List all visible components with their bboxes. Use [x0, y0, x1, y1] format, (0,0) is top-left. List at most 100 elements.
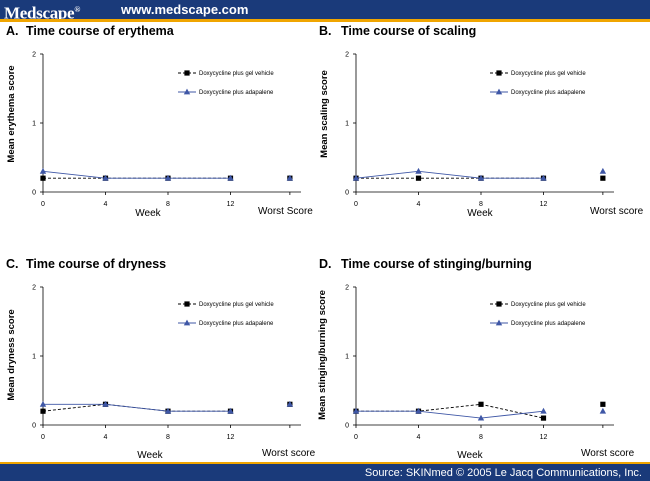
- legend-label: Doxycycline plus gel vehicle: [511, 302, 586, 308]
- x-axis-label: Week: [135, 208, 161, 219]
- data-point-vehicle: [40, 175, 46, 181]
- legend-label: Doxycycline plus gel vehicle: [199, 71, 274, 77]
- medscape-logo[interactable]: Medscape®: [4, 3, 80, 23]
- data-point-vehicle: [540, 415, 547, 421]
- worst-score-label: Worst score: [590, 206, 644, 217]
- footer-bar: Source: SKINmed © 2005 Le Jacq Communica…: [0, 462, 650, 481]
- worst-score-label: Worst score: [262, 448, 316, 459]
- data-point-adapalene: [102, 400, 109, 407]
- y-tick-label: 1: [345, 121, 349, 128]
- series-line-adapalene: [42, 170, 231, 179]
- legend-marker: [184, 70, 190, 76]
- data-point-adapalene: [227, 174, 234, 181]
- data-point-adapalene: [39, 167, 47, 174]
- legend-marker: [184, 301, 190, 307]
- data-point-adapalene: [227, 407, 234, 414]
- x-tick-label: 0: [354, 434, 358, 441]
- data-point-adapalene: [540, 407, 547, 414]
- y-tick-label: 2: [32, 52, 36, 59]
- legend-label: Doxycycline plus gel vehicle: [511, 71, 586, 77]
- x-tick-label: 0: [41, 434, 45, 441]
- x-tick-label: 12: [540, 434, 548, 441]
- y-tick-label: 1: [32, 121, 36, 128]
- legend-label: Doxycycline plus adapalene: [511, 321, 586, 327]
- legend-marker: [183, 319, 191, 326]
- panel-title: Time course of erythema: [26, 24, 175, 38]
- data-point-adapalene: [477, 414, 485, 421]
- y-tick-label: 1: [32, 354, 36, 361]
- worst-score-point-adapalene: [599, 407, 607, 414]
- worst-score-label: Worst score: [581, 448, 635, 459]
- x-tick-label: 0: [41, 201, 45, 208]
- data-point-adapalene: [352, 407, 360, 414]
- legend-marker: [496, 301, 502, 307]
- panel-title: Time course of dryness: [26, 257, 166, 271]
- data-point-adapalene: [477, 174, 485, 181]
- source-credit: Source: SKINmed © 2005 Le Jacq Communica…: [364, 467, 642, 479]
- legend-label: Doxycycline plus adapalene: [199, 90, 274, 96]
- worst-score-point-vehicle: [600, 175, 606, 181]
- panel-label: A.: [6, 24, 19, 38]
- series-line-adapalene: [355, 170, 544, 179]
- legend-marker: [183, 88, 191, 95]
- x-tick-label: 4: [417, 201, 421, 208]
- data-point-adapalene: [540, 174, 547, 181]
- y-tick-label: 2: [345, 285, 349, 292]
- data-point-adapalene: [164, 174, 172, 181]
- legend-label: Doxycycline plus gel vehicle: [199, 302, 274, 308]
- data-point-adapalene: [415, 167, 422, 174]
- data-point-adapalene: [39, 400, 47, 407]
- y-axis-label: Mean dryness score: [6, 309, 17, 400]
- worst-score-label: Worst Score: [258, 206, 313, 217]
- y-tick-label: 0: [32, 423, 36, 430]
- legend-marker: [495, 319, 503, 326]
- x-tick-label: 4: [104, 201, 108, 208]
- data-point-vehicle: [415, 175, 422, 181]
- y-tick-label: 2: [345, 52, 349, 59]
- y-axis-label: Mean scaling score: [319, 70, 330, 158]
- y-tick-label: 0: [345, 190, 349, 197]
- panel-label: D.: [319, 257, 332, 271]
- x-tick-label: 12: [540, 201, 548, 208]
- worst-score-point-adapalene: [599, 167, 607, 174]
- y-tick-label: 0: [32, 190, 36, 197]
- header-bar: Medscape® www.medscape.com: [0, 0, 650, 23]
- worst-score-point-adapalene: [286, 174, 294, 181]
- worst-score-point-adapalene: [286, 400, 294, 407]
- data-point-vehicle: [478, 401, 484, 407]
- series-line-adapalene: [43, 403, 231, 412]
- legend-marker: [496, 70, 502, 76]
- x-tick-label: 4: [417, 434, 421, 441]
- panel-title: Time course of stinging/burning: [341, 257, 532, 271]
- data-point-adapalene: [352, 174, 360, 181]
- legend-label: Doxycycline plus adapalene: [511, 90, 586, 96]
- y-tick-label: 0: [345, 423, 349, 430]
- worst-score-point-vehicle: [600, 401, 606, 407]
- legend-marker: [495, 88, 503, 95]
- x-tick-label: 8: [166, 201, 170, 208]
- x-tick-label: 12: [227, 434, 235, 441]
- x-axis-label: Week: [467, 208, 493, 219]
- data-point-vehicle: [40, 408, 46, 414]
- x-axis-label: Week: [457, 450, 483, 461]
- x-axis-label: Week: [137, 450, 163, 461]
- legend-label: Doxycycline plus adapalene: [199, 321, 274, 327]
- x-tick-label: 8: [479, 434, 483, 441]
- panel-label: B.: [319, 24, 332, 38]
- y-tick-label: 2: [32, 285, 36, 292]
- panel-label: C.: [6, 257, 19, 271]
- x-tick-label: 8: [166, 434, 170, 441]
- y-tick-label: 1: [345, 354, 349, 361]
- x-tick-label: 4: [104, 434, 108, 441]
- panel-title: Time course of scaling: [341, 24, 476, 38]
- x-tick-label: 12: [227, 201, 235, 208]
- series-line-adapalene: [356, 410, 544, 419]
- x-tick-label: 0: [354, 201, 358, 208]
- site-url[interactable]: www.medscape.com: [121, 2, 249, 17]
- data-point-adapalene: [415, 407, 422, 414]
